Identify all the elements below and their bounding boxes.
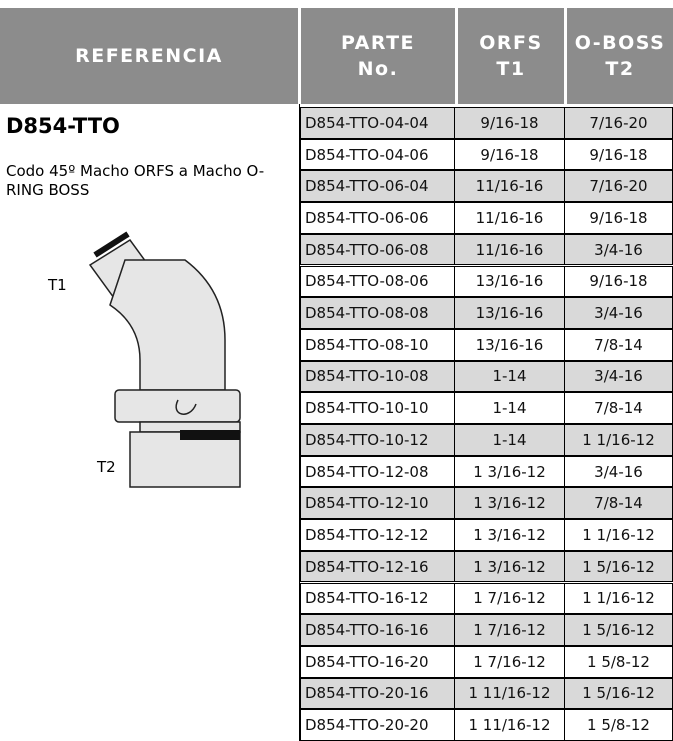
table-cell: 1 5/8-12 xyxy=(564,645,673,678)
header-text: T2 xyxy=(605,58,635,80)
table-cell: D854-TTO-16-12 xyxy=(300,582,455,615)
port-label: T1 xyxy=(47,276,67,294)
table-cell: 1 3/16-12 xyxy=(454,550,565,583)
table-cell: 1 5/16-12 xyxy=(564,677,673,710)
table-cell: D854-TTO-12-10 xyxy=(300,487,455,520)
table-cell: 1 1/16-12 xyxy=(564,519,673,551)
table-cell: D854-TTO-08-08 xyxy=(300,297,455,329)
table-cell: 7/8-14 xyxy=(564,392,673,424)
o-ring xyxy=(180,430,240,440)
table-cell: 1-14 xyxy=(454,392,565,424)
table-cell: 3/4-16 xyxy=(564,455,673,488)
table-cell: D854-TTO-04-04 xyxy=(300,107,455,139)
header-cell: PARTE No. xyxy=(301,8,455,104)
table-cell: 1 3/16-12 xyxy=(454,455,565,488)
table-cell: D854-TTO-10-08 xyxy=(300,360,455,393)
table-cell: 1-14 xyxy=(454,360,565,393)
table-cell: 11/16-16 xyxy=(454,202,565,234)
table-cell: 1 11/16-12 xyxy=(454,709,565,741)
table-cell: 1 1/16-12 xyxy=(564,582,673,615)
table-cell: 9/16-18 xyxy=(564,202,673,234)
table-cell: 9/16-18 xyxy=(564,265,673,298)
table-cell: D854-TTO-06-04 xyxy=(300,170,455,203)
table-cell: 9/16-18 xyxy=(454,107,565,139)
table-cell: 13/16-16 xyxy=(454,297,565,329)
table-cell: D854-TTO-08-06 xyxy=(300,265,455,298)
table-cell: 9/16-18 xyxy=(564,138,673,171)
o-ring xyxy=(93,231,130,258)
table-cell: D854-TTO-20-20 xyxy=(300,709,455,741)
header-text: REFERENCIA xyxy=(75,45,223,67)
table-cell: 1 11/16-12 xyxy=(454,677,565,710)
header-text: No. xyxy=(357,58,399,80)
product-code: D854-TTO xyxy=(6,114,120,138)
table-cell: D854-TTO-12-12 xyxy=(300,519,455,551)
header-cell: O-BOSS T2 xyxy=(567,8,673,104)
table-cell: 3/4-16 xyxy=(564,233,673,266)
header-text: ORFS xyxy=(479,32,543,54)
header-text: O-BOSS xyxy=(574,32,666,54)
table-cell: 3/4-16 xyxy=(564,297,673,329)
table-cell: 7/8-14 xyxy=(564,328,673,361)
table-cell: D854-TTO-16-16 xyxy=(300,614,455,646)
table-cell: 1-14 xyxy=(454,424,565,456)
fitting-drawing: T1 T2 xyxy=(47,231,241,488)
table-cell: D854-TTO-04-06 xyxy=(300,138,455,171)
table-cell: 1 7/16-12 xyxy=(454,614,565,646)
fitting xyxy=(88,238,241,488)
table-cell: 1 5/8-12 xyxy=(564,709,673,741)
port-label: T2 xyxy=(96,458,116,476)
table-cell: 9/16-18 xyxy=(454,138,565,171)
table-cell: 1 3/16-12 xyxy=(454,487,565,520)
table-cell: D854-TTO-10-12 xyxy=(300,424,455,456)
table-cell: 11/16-16 xyxy=(454,233,565,266)
header-text: PARTE xyxy=(340,32,416,54)
header-text: T1 xyxy=(496,58,526,80)
table-cell: D854-TTO-06-08 xyxy=(300,233,455,266)
table-cell: 1 5/16-12 xyxy=(564,550,673,583)
table-cell: 1 7/16-12 xyxy=(454,582,565,615)
table-cell: 7/16-20 xyxy=(564,107,673,139)
table-cell: D854-TTO-08-10 xyxy=(300,328,455,361)
table-cell: D854-TTO-06-06 xyxy=(300,202,455,234)
table-cell: D854-TTO-12-08 xyxy=(300,455,455,488)
table-cell: 3/4-16 xyxy=(564,360,673,393)
table-cell: D854-TTO-10-10 xyxy=(300,392,455,424)
table-cell: D854-TTO-12-16 xyxy=(300,550,455,583)
table-cell: 1 5/16-12 xyxy=(564,614,673,646)
table-cell: 7/16-20 xyxy=(564,170,673,203)
header-cell: REFERENCIA xyxy=(0,8,298,104)
table-cell: D854-TTO-16-20 xyxy=(300,645,455,678)
table-cell: 1 3/16-12 xyxy=(454,519,565,551)
header-cell: ORFS T1 xyxy=(458,8,564,104)
product-description: Codo 45º Macho ORFS a Macho O-RING BOSS xyxy=(6,162,265,199)
table-cell: 7/8-14 xyxy=(564,487,673,520)
table-cell: 13/16-16 xyxy=(454,328,565,361)
table-cell: 1 1/16-12 xyxy=(564,424,673,456)
divider xyxy=(299,104,300,741)
table-cell: D854-TTO-20-16 xyxy=(300,677,455,710)
table-cell: 13/16-16 xyxy=(454,265,565,298)
table-cell: 11/16-16 xyxy=(454,170,565,203)
table-cell: 1 7/16-12 xyxy=(454,645,565,678)
